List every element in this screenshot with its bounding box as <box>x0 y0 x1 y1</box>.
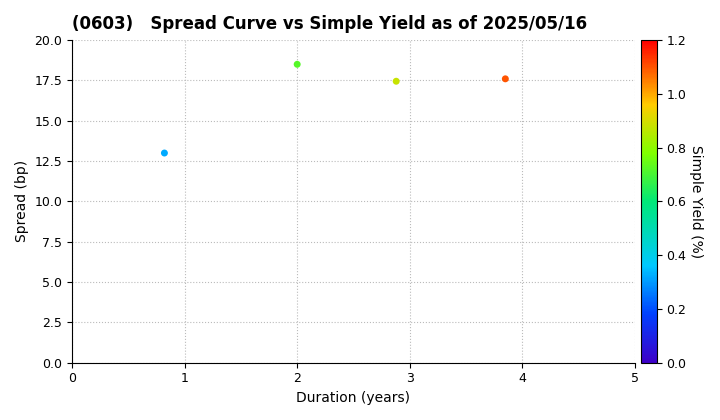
X-axis label: Duration (years): Duration (years) <box>297 391 410 405</box>
Point <box>500 76 511 82</box>
Y-axis label: Simple Yield (%): Simple Yield (%) <box>689 145 703 258</box>
Point <box>158 150 170 156</box>
Point <box>292 61 303 68</box>
Text: (0603)   Spread Curve vs Simple Yield as of 2025/05/16: (0603) Spread Curve vs Simple Yield as o… <box>72 15 588 33</box>
Y-axis label: Spread (bp): Spread (bp) <box>15 160 29 242</box>
Point <box>390 78 402 84</box>
